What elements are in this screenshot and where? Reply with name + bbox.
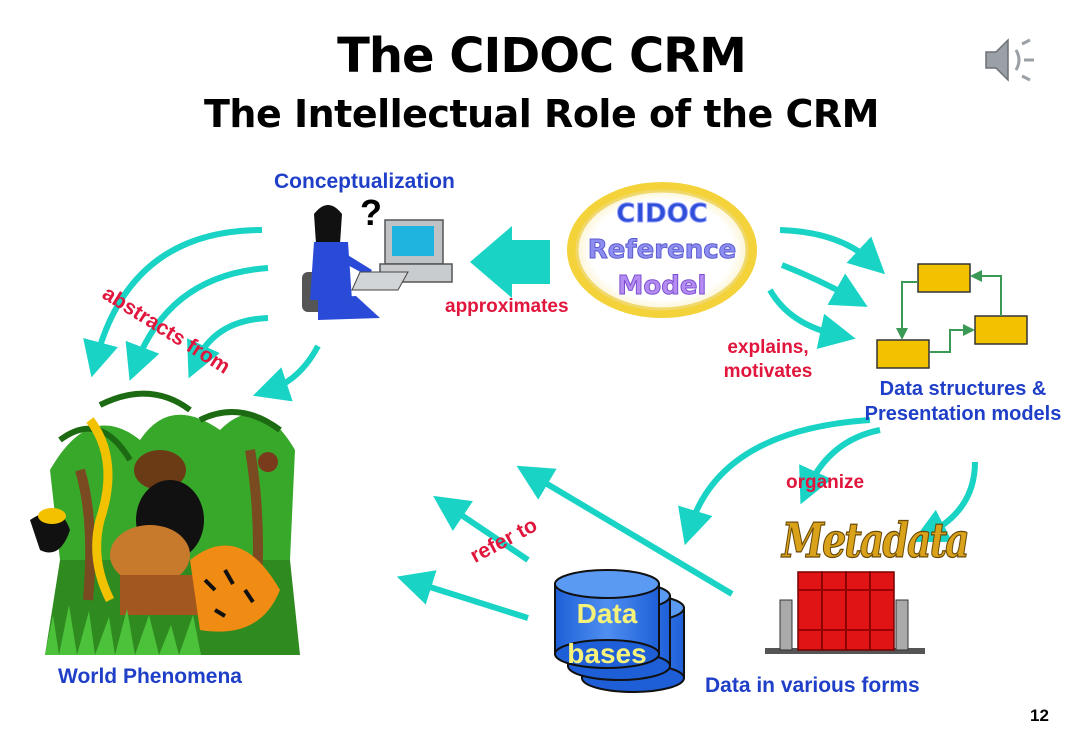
crm-oval	[567, 182, 757, 318]
explains-label: explains, motivates	[723, 337, 813, 382]
database-icon	[554, 569, 685, 693]
approximates-arrow	[470, 226, 550, 298]
data-forms-label: Data in various forms	[705, 674, 920, 697]
crm-line-2: Reference	[587, 235, 737, 266]
crm-text: CIDOC Reference Model	[578, 196, 746, 304]
databases-label: Data bases	[567, 598, 647, 669]
organize-arrows	[678, 417, 978, 546]
metadata-wordart: Metadata	[782, 511, 971, 569]
data-structures-label: Data structures & Presentation models	[864, 378, 1062, 425]
page-number: 12	[1030, 706, 1049, 725]
question-mark: ?	[360, 192, 382, 233]
slide-title: The CIDOC CRM	[337, 28, 747, 84]
person-computer-icon	[302, 205, 453, 320]
bookshelf-icon	[765, 571, 925, 654]
world-phenomena-label: World Phenomena	[58, 665, 242, 688]
conceptualization-label: Conceptualization	[274, 170, 455, 193]
refer-arrows	[396, 465, 734, 621]
slide-subtitle: The Intellectual Role of the CRM	[203, 92, 880, 136]
organize-label: organize	[786, 472, 865, 493]
approximates-label: approximates	[445, 296, 569, 317]
data-structure-boxes	[876, 263, 1028, 369]
crm-line-1: CIDOC	[616, 199, 709, 230]
jungle-scene-icon	[30, 390, 300, 655]
crm-line-3: Model	[617, 271, 707, 302]
abstracts-arrows	[83, 227, 321, 402]
explains-arrows	[767, 227, 886, 349]
